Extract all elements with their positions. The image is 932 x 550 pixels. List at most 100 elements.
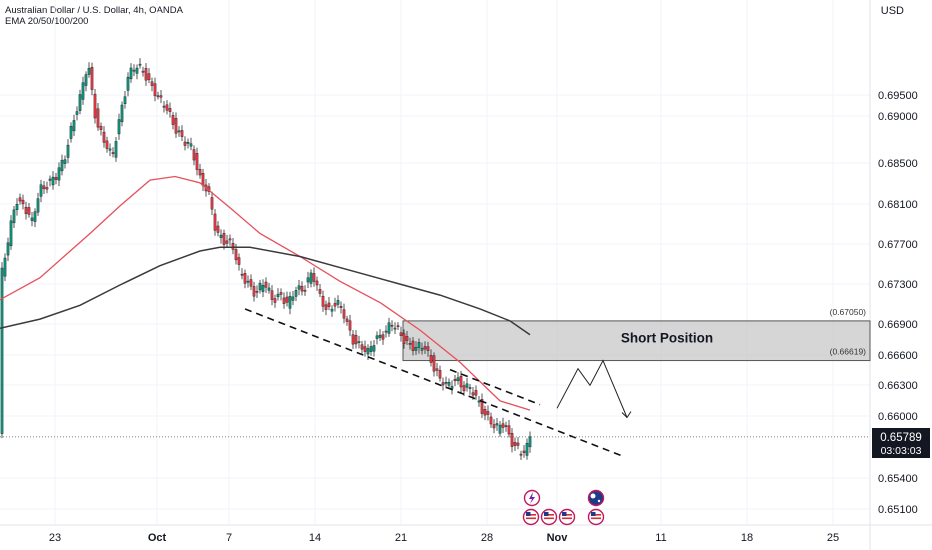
candle: [312, 267, 316, 287]
candle: [513, 437, 517, 451]
x-tick-label: 11: [655, 532, 666, 544]
candle: [15, 198, 19, 216]
candle: [297, 279, 301, 296]
x-axis: 23 Oct 7 14 21 28 Nov 11 18 25: [49, 532, 839, 544]
candle: [378, 329, 382, 342]
candle: [45, 181, 49, 194]
candle: [87, 62, 91, 78]
candle: [177, 126, 181, 137]
us-flag-icon[interactable]: [540, 508, 558, 526]
candle: [345, 315, 349, 326]
candle: [294, 286, 298, 302]
candle: [333, 297, 337, 312]
candle: [405, 330, 409, 345]
au-flag-icon[interactable]: [587, 489, 605, 507]
x-tick-label: Nov: [547, 532, 569, 544]
candle: [36, 192, 40, 216]
candle: [261, 279, 265, 298]
us-flag-icon[interactable]: [558, 508, 576, 526]
candle: [78, 89, 82, 115]
currency-label[interactable]: USD: [880, 5, 904, 17]
candle: [12, 206, 16, 229]
candle: [219, 229, 223, 244]
candle: [255, 285, 259, 298]
candle: [321, 290, 325, 312]
candle: [237, 253, 241, 271]
candle: [402, 329, 406, 349]
candle: [210, 191, 214, 215]
candle: [240, 268, 244, 280]
candle: [252, 281, 256, 302]
y-tick-label: 0.69500: [878, 90, 918, 102]
candle: [300, 281, 304, 296]
candle: [336, 295, 340, 309]
y-tick-label: 0.68100: [878, 199, 918, 211]
candle: [54, 172, 58, 185]
y-tick-label: 0.66600: [878, 350, 918, 362]
candle: [201, 168, 205, 192]
candle: [441, 377, 445, 391]
candle: [396, 322, 400, 330]
x-tick-label: Oct: [148, 532, 167, 544]
candle: [306, 271, 310, 288]
candle: [465, 377, 469, 392]
candle: [519, 450, 523, 460]
candle: [153, 77, 157, 102]
candle: [453, 375, 457, 387]
trendline-lower: [244, 308, 626, 458]
candle: [492, 419, 496, 434]
candle: [291, 290, 295, 306]
candle: [9, 215, 13, 250]
candle: [180, 125, 184, 142]
us-flag-icon[interactable]: [522, 508, 540, 526]
candles: [0, 58, 532, 460]
candle: [150, 77, 154, 92]
candle: [198, 163, 202, 179]
candle: [168, 102, 172, 118]
chart-title: Australian Dollar / U.S. Dollar, 4h, OAN…: [5, 5, 183, 16]
candle: [135, 64, 139, 80]
candle: [324, 300, 328, 316]
candle: [516, 437, 520, 450]
candle: [474, 385, 478, 400]
candle: [162, 100, 166, 113]
last-price-tag[interactable]: 0.65789 03:03:03: [872, 428, 930, 458]
candle: [369, 340, 373, 356]
candle: [477, 395, 481, 407]
candle: [450, 380, 454, 395]
candle: [483, 405, 487, 421]
candle: [495, 418, 499, 431]
candle: [351, 329, 355, 349]
indicator-label[interactable]: EMA 20/50/100/200: [5, 16, 89, 27]
candle: [141, 66, 145, 77]
candle: [111, 147, 115, 158]
candle: [510, 428, 514, 453]
y-tick-label: 0.65100: [878, 504, 918, 516]
us-flag-icon[interactable]: [587, 508, 605, 526]
candle: [51, 171, 55, 190]
candle: [408, 337, 412, 350]
candle: [30, 211, 34, 227]
candle: [126, 72, 130, 97]
y-tick-label: 0.68500: [878, 158, 918, 170]
x-tick-label: 23: [49, 532, 61, 544]
zone-label: Short Position: [621, 331, 713, 346]
candle: [456, 372, 460, 385]
lightning-event-icon[interactable]: [523, 489, 541, 507]
candle: [222, 229, 226, 250]
candle: [102, 126, 106, 148]
candle: [372, 340, 376, 357]
candle: [57, 162, 61, 187]
candle: [438, 365, 442, 382]
candle: [138, 58, 142, 69]
candle: [414, 341, 418, 356]
candle: [96, 103, 100, 131]
candle: [228, 234, 232, 246]
short-position-zone[interactable]: [402, 320, 871, 362]
candle: [480, 393, 484, 418]
candle: [189, 137, 193, 151]
candle: [330, 305, 334, 317]
candle: [81, 76, 85, 105]
candle: [114, 137, 118, 162]
